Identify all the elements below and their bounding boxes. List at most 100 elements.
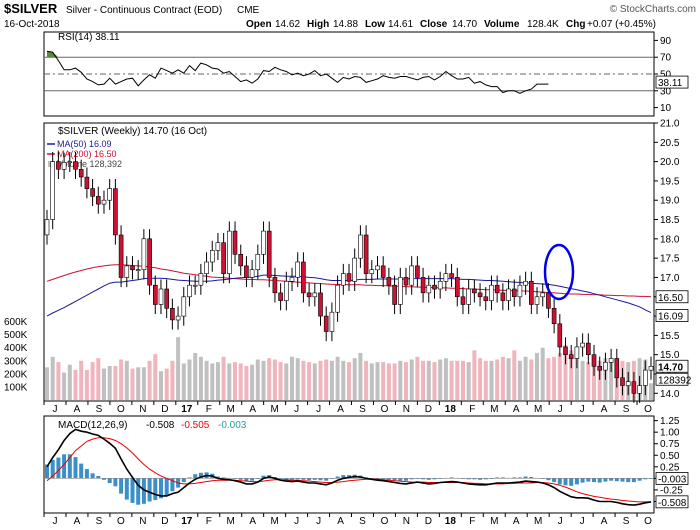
svg-text:Open: Open [246, 19, 272, 30]
candle-body [318, 292, 323, 317]
price-y-tick-label: 19.0 [660, 196, 680, 207]
volume-bar [563, 345, 568, 400]
macd-histogram-bar [631, 478, 636, 483]
volume-bar [278, 362, 283, 400]
volume-bar [426, 360, 431, 400]
macd-histogram-bar [79, 463, 84, 479]
volume-last-value-box [655, 372, 689, 386]
x-axis-label: A [74, 516, 81, 527]
volume-bar [238, 363, 243, 400]
x-axis-label: A [74, 404, 81, 415]
candle-body [187, 284, 192, 298]
macd-y-tick-label: 1.00 [660, 428, 680, 439]
candle-body [295, 261, 301, 278]
candle-body [164, 288, 169, 309]
macd-last-value-label: -0.508 [658, 498, 687, 509]
volume-bar [421, 360, 426, 400]
candle-body [403, 277, 409, 286]
candle-body [494, 284, 500, 294]
macd-histogram-bar [404, 478, 408, 481]
x-axis-label: F [469, 516, 475, 527]
svg-text:-0.508: -0.508 [146, 420, 175, 431]
x-axis-label: A [513, 516, 520, 527]
macd-histogram-bar [597, 478, 602, 483]
ma50-last-value-label: 16.09 [658, 312, 683, 323]
macd-histogram-bar [426, 478, 431, 480]
macd-histogram-bar [159, 478, 163, 499]
macd-histogram-bar [67, 454, 72, 479]
x-axis-label: D [425, 516, 432, 527]
price-y-tick-label: 20.0 [660, 157, 680, 168]
macd-last-value-box [655, 495, 689, 509]
macd-histogram-bar [609, 478, 614, 481]
candle-body [426, 284, 432, 294]
macd-histogram-bar [580, 478, 585, 483]
volume-bar [307, 362, 312, 400]
volume-bar [244, 366, 249, 400]
price-y-tick-label: 17.0 [660, 273, 680, 284]
macd-hist-last-value-box [655, 472, 689, 485]
macd-y-tick-label: -0.25 [660, 485, 683, 496]
volume-bar [193, 352, 198, 400]
macd-histogram-bar [529, 477, 534, 479]
volume-bar [45, 367, 49, 400]
svg-text:MACD(12,26,9): MACD(12,26,9) [58, 420, 127, 431]
ma200-last-value-label: 16.50 [658, 293, 683, 304]
volume-bar [449, 360, 454, 400]
volume-bar [318, 360, 323, 400]
volume-bar [50, 356, 55, 400]
ma50-legend: MA(50) 16.09 [57, 139, 112, 149]
macd-histogram-bar [472, 478, 477, 480]
svg-text:Low: Low [365, 19, 385, 30]
volume-bar [324, 359, 329, 400]
ma50-last-value-box [655, 309, 689, 322]
rsi-y-tick-label: 30 [660, 86, 672, 97]
macd-histogram-bar [221, 477, 226, 479]
candle-body [118, 234, 124, 278]
macd-histogram-bar [478, 478, 483, 480]
macd-signal-line [46, 437, 652, 503]
candle-body [637, 385, 642, 394]
macd-histogram-bar [603, 478, 608, 482]
candle-body [227, 230, 232, 274]
volume-bar [506, 358, 511, 400]
volume-bar [290, 356, 294, 400]
macd-histogram-bar [335, 476, 340, 479]
macd-panel-frame [43, 415, 655, 514]
svg-text:High: High [307, 19, 329, 30]
candle-body [386, 277, 392, 286]
candle-body [221, 242, 226, 274]
volume-legend: Volume 128,392 [57, 159, 122, 169]
macd-histogram-bar [198, 472, 203, 479]
x-axis-label: M [270, 404, 278, 415]
candle-body [96, 196, 101, 205]
symbol-title: $SILVER [4, 1, 58, 16]
macd-histogram-bar [153, 478, 158, 501]
macd-histogram-bar [614, 478, 619, 482]
svg-text:Volume: Volume [484, 19, 520, 30]
macd-histogram-bar [96, 476, 101, 479]
macd-histogram-bar [421, 478, 426, 480]
volume-bar [415, 356, 420, 400]
volume-bar [495, 359, 500, 400]
price-last-value-label: 14.70 [658, 362, 683, 373]
volume-bar [483, 360, 488, 400]
volume-bar [341, 360, 346, 400]
price-y-tick-label: 15.5 [660, 331, 680, 342]
x-axis-label: M [534, 404, 542, 415]
volume-bar [204, 360, 209, 400]
candle-body [210, 250, 215, 263]
volume-bar [90, 362, 95, 400]
volume-bar [609, 360, 614, 400]
candle-body [397, 277, 403, 305]
svg-text:-0.505: -0.505 [181, 420, 210, 431]
candle-body [563, 346, 568, 355]
candle-body [620, 377, 625, 386]
macd-histogram-bar [592, 478, 596, 483]
x-axis-label: O [381, 404, 389, 415]
x-axis-label: J [294, 516, 299, 527]
volume-bar [164, 368, 169, 400]
volume-bar [261, 360, 266, 400]
candle-body [483, 296, 489, 301]
candle-body [340, 273, 346, 286]
